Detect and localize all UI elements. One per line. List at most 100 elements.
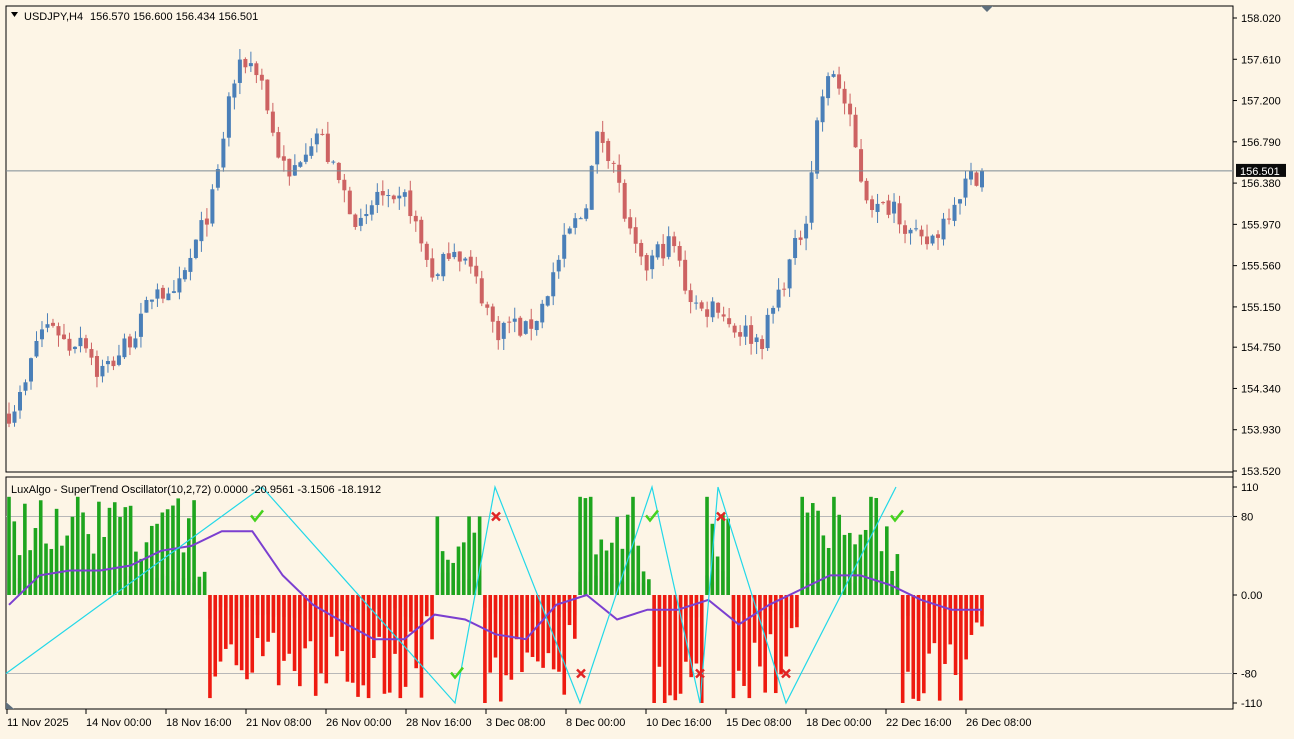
candle [78, 326, 83, 353]
histogram-bar [895, 554, 900, 595]
candle [430, 248, 435, 282]
current-price-tag: 156.501 [1236, 163, 1286, 178]
candle [787, 258, 792, 297]
candle [292, 154, 297, 177]
histogram-bar [28, 550, 32, 595]
histogram-bar [181, 552, 186, 595]
candle [501, 321, 506, 350]
histogram-bar [282, 595, 286, 661]
histogram-bar [398, 595, 403, 699]
histogram-bar [922, 595, 926, 694]
time-label: 18 Dec 00:00 [806, 717, 871, 729]
histogram-bar [588, 496, 593, 595]
histogram-bar [451, 562, 455, 595]
histogram-bar [758, 595, 762, 667]
time-label: 22 Dec 16:00 [886, 717, 951, 729]
candle [468, 250, 473, 274]
candle [864, 178, 869, 204]
candle [380, 180, 385, 206]
symbol-caption[interactable]: USDJPY,H4 [24, 11, 83, 23]
candle [688, 283, 693, 314]
level-label: -80 [1241, 669, 1257, 681]
candle [182, 267, 187, 282]
histogram-bar [107, 507, 112, 595]
histogram-bar [134, 551, 138, 595]
candle [540, 299, 545, 329]
histogram-bar [747, 595, 752, 699]
candle [23, 379, 28, 396]
time-label: 26 Dec 08:00 [966, 717, 1031, 729]
histogram-bar [149, 525, 154, 595]
histogram-bar [699, 595, 704, 703]
histogram-bar [805, 512, 810, 595]
candle [105, 356, 110, 373]
candle [7, 402, 11, 428]
histogram-bar [678, 595, 683, 694]
histogram-bar [308, 595, 313, 642]
histogram-bar [186, 518, 191, 595]
histogram-bar [821, 535, 826, 595]
histogram-bar [467, 516, 471, 595]
histogram-bar [356, 595, 360, 697]
histogram-bar [271, 595, 276, 633]
candle [496, 316, 501, 350]
candle [578, 216, 583, 220]
histogram-bar [615, 516, 619, 595]
histogram-bar [874, 498, 879, 595]
candle [628, 209, 633, 235]
histogram-bar [387, 595, 392, 693]
price-panel-frame [5, 5, 1234, 473]
price-tick-label: 156.380 [1241, 178, 1281, 190]
cross-marker-icon [781, 668, 791, 679]
histogram-bar [139, 558, 144, 595]
candle [188, 248, 193, 281]
histogram-bar [192, 500, 196, 595]
candle [221, 131, 226, 172]
histogram-bar [911, 595, 916, 699]
histogram-bar [366, 595, 371, 699]
histogram-bar [218, 595, 223, 662]
histogram-bar [916, 595, 921, 701]
histogram-bar [652, 595, 656, 703]
candle [672, 231, 677, 253]
histogram-bar [620, 548, 625, 595]
histogram-bar [932, 595, 937, 644]
histogram-bar [752, 595, 757, 643]
histogram-bar [461, 542, 466, 595]
symbol-dropdown-icon[interactable] [11, 12, 18, 17]
candle [485, 301, 490, 316]
candle [28, 357, 33, 390]
candle [705, 301, 710, 328]
candle [534, 320, 539, 336]
chart-shift-marker-icon[interactable] [981, 6, 993, 12]
candle [83, 334, 88, 353]
candle [254, 61, 259, 84]
histogram-bar [292, 595, 297, 672]
cross-marker-icon [491, 511, 501, 522]
histogram-bar [900, 595, 905, 703]
histogram-bar [435, 516, 440, 595]
indicator-caption: LuxAlgo - SuperTrend Oscillator(10,2,72)… [11, 484, 381, 496]
candle [270, 102, 275, 137]
candle [237, 49, 242, 95]
histogram-bar [112, 502, 117, 595]
histogram-bar [964, 595, 968, 660]
histogram-bar [446, 559, 450, 595]
price-tick-label: 158.020 [1241, 13, 1281, 25]
candle [848, 93, 853, 127]
candle [925, 224, 930, 250]
time-label: 10 Dec 16:00 [646, 717, 711, 729]
candle [881, 201, 886, 205]
histogram-bar [372, 595, 376, 658]
candle [584, 204, 589, 222]
histogram-bar [573, 595, 577, 639]
histogram-bar [625, 514, 630, 595]
check-marker-icon [450, 666, 464, 680]
histogram-bar [261, 595, 265, 657]
price-tick-label: 154.340 [1241, 383, 1281, 395]
candle [716, 302, 721, 319]
histogram-bar [959, 595, 963, 701]
histogram-bar [863, 529, 868, 595]
